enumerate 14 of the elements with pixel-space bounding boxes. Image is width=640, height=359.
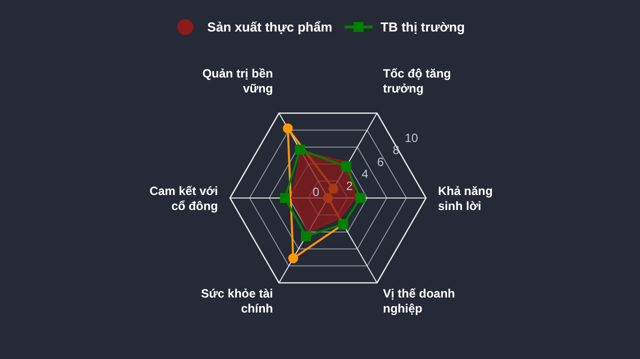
spoke-label: Quản trị bền vững xyxy=(202,66,273,96)
y-tick-label: 8 xyxy=(392,142,400,157)
legend-label: Sản xuất thực phẩm xyxy=(207,20,332,34)
spoke-label: Tốc độ tăng trưởng xyxy=(383,66,451,96)
spoke-label: Cam kết với cổ đông xyxy=(149,184,218,213)
y-tick-label: 10 xyxy=(404,130,418,145)
y-tick-label: 4 xyxy=(362,166,369,181)
y-tick-label: 6 xyxy=(377,154,384,169)
spoke-label: Sức khỏe tài chính xyxy=(200,286,273,316)
y-tick-label: 0 xyxy=(312,185,320,199)
spoke-label: Khả năng sinh lời xyxy=(438,184,493,213)
legend-label: TB thị trường xyxy=(380,20,465,34)
y-tick-label: 2 xyxy=(346,178,354,193)
spoke-label: Vị thế doanh nghiệp xyxy=(383,286,455,316)
